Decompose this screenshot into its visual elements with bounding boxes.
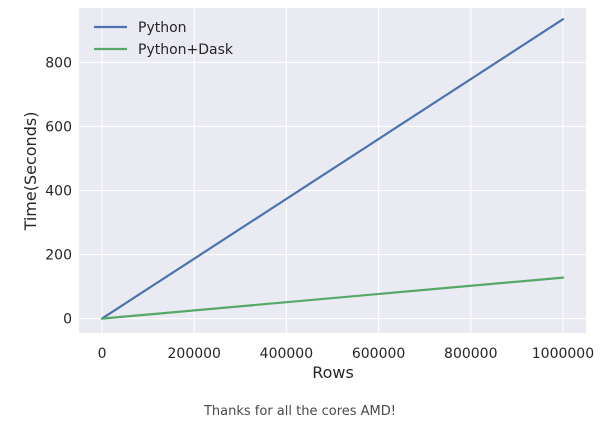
- y-tick-labels: 0 200 400 600 800: [45, 55, 72, 327]
- legend-label-python-dask: Python+Dask: [138, 42, 234, 58]
- series-line-python-dask: [100, 276, 565, 320]
- y-tick-label: 800: [45, 55, 72, 71]
- y-tick-label: 400: [45, 184, 72, 200]
- legend-label-python: Python: [138, 20, 187, 36]
- x-tick-label: 0: [98, 346, 107, 362]
- y-axis-title: Time(Seconds): [21, 112, 40, 232]
- gridlines: [79, 8, 586, 333]
- y-tick-label: 0: [63, 312, 72, 328]
- y-tick-label: 200: [45, 248, 72, 264]
- x-axis-title: Rows: [312, 363, 354, 382]
- x-tick-label: 800000: [444, 346, 497, 362]
- y-tick-label: 600: [45, 119, 72, 135]
- x-tick-label: 600000: [352, 346, 405, 362]
- legend: Python Python+Dask: [94, 20, 234, 58]
- series-lines: [100, 18, 565, 320]
- x-tick-labels: 0 200000 400000 600000 800000 1000000: [98, 346, 595, 362]
- x-tick-label: 400000: [260, 346, 313, 362]
- series-line-python: [100, 18, 565, 320]
- caption: Thanks for all the cores AMD!: [203, 404, 396, 419]
- x-tick-label: 200000: [168, 346, 221, 362]
- x-tick-label: 1000000: [532, 346, 594, 362]
